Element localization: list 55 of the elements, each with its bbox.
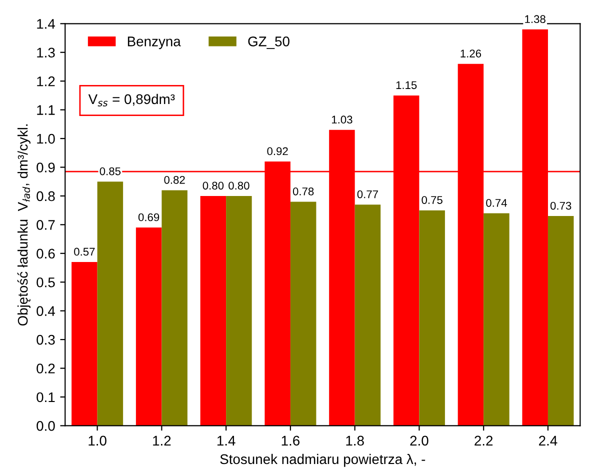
y-axis-title: Objętość ładunku V$_{ład}$, dm³/cykl. [17, 124, 30, 326]
y-tick-label: 0.9 [36, 162, 55, 172]
data-label: 0.82 [164, 176, 185, 184]
y-tick-label: 0.6 [36, 248, 55, 259]
x-axis-title: Stosunek nadmiaru powietrza λ, - [220, 454, 426, 467]
y-tick-label: 0.2 [36, 364, 55, 374]
x-tick-label: 1.8 [346, 436, 364, 446]
y-tick-label: 0.3 [36, 334, 55, 345]
x-tick-label: 2.0 [410, 436, 428, 446]
y-tick-label: 1.0 [37, 134, 55, 144]
bar [290, 202, 316, 426]
x-tick-label: 1.4 [217, 436, 236, 446]
data-label: 1.03 [332, 116, 352, 124]
y-tick-label: 0.5 [36, 277, 55, 288]
x-tick-label: 2.4 [539, 436, 558, 446]
bar [200, 196, 226, 426]
data-label: 0.75 [422, 196, 442, 204]
bar [162, 190, 188, 426]
data-label: 0.73 [550, 202, 572, 210]
y-tick-label: 0.1 [36, 392, 55, 402]
x-tick-label: 2.2 [474, 436, 493, 446]
data-label: 0.85 [100, 167, 121, 176]
data-label: 0.57 [74, 248, 95, 256]
bar [354, 204, 381, 426]
y-tick-label: 0.4 [36, 306, 55, 316]
y-tick-label: 0.7 [36, 220, 55, 230]
data-label: 0.80 [202, 182, 224, 190]
data-label: 0.69 [138, 213, 160, 222]
legend-label: Benzyna [128, 36, 181, 50]
data-label: 1.26 [460, 50, 482, 58]
data-label: 0.74 [486, 198, 507, 207]
x-tick-label: 1.2 [153, 436, 171, 446]
bar [226, 196, 252, 426]
data-label: 0.78 [292, 187, 314, 196]
y-tick-label: 0.0 [36, 421, 55, 431]
x-tick-label: 1.0 [88, 436, 106, 446]
y-tick-label: 0.8 [36, 191, 55, 202]
bar [97, 182, 124, 426]
bar [72, 262, 98, 426]
y-tick-label: 1.2 [37, 76, 55, 86]
data-label: 0.80 [228, 182, 250, 190]
data-label: 0.77 [357, 190, 378, 198]
y-tick-label: 1.4 [37, 19, 55, 29]
data-label: 1.38 [525, 15, 546, 24]
legend-label: GZ_50 [248, 36, 290, 49]
bar [136, 228, 162, 426]
x-tick-label: 1.6 [282, 436, 300, 446]
annotation: V$_{ss}$ = 0,89dm³ [88, 94, 175, 106]
y-tick-label: 1.3 [37, 48, 55, 58]
bar [419, 210, 445, 426]
y-tick-label: 1.1 [37, 105, 55, 115]
bar [484, 213, 510, 426]
data-label: 1.15 [396, 81, 417, 90]
bar [548, 216, 574, 426]
data-label: 0.92 [267, 147, 288, 156]
